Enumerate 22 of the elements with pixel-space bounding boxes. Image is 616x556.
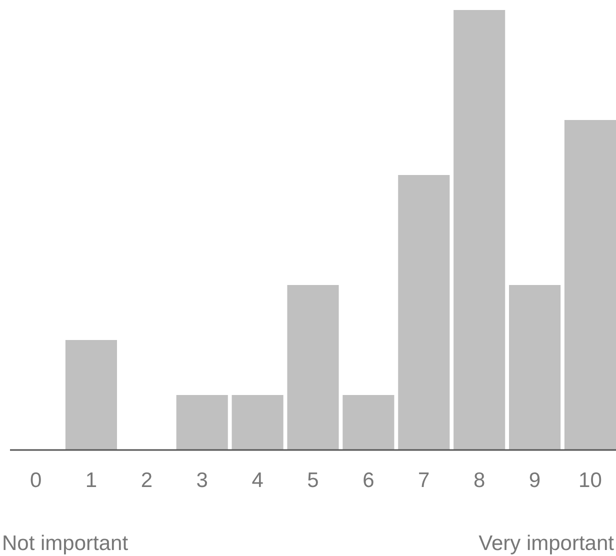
- bar: [287, 285, 339, 450]
- bar: [342, 395, 394, 450]
- bar: [176, 395, 228, 450]
- x-tick-label: 0: [30, 468, 42, 492]
- x-tick-label: 3: [196, 468, 208, 492]
- x-tick-label: 5: [307, 468, 319, 492]
- bar: [398, 175, 450, 450]
- text: Not important: [2, 532, 128, 555]
- x-tick-label: 8: [473, 468, 486, 492]
- x-tick-label: 4: [252, 468, 264, 492]
- bar: [65, 340, 118, 450]
- x-tick-label: 9: [528, 468, 541, 492]
- bar: [232, 395, 284, 450]
- x-tick-label: 7: [418, 468, 430, 492]
- bar: [564, 120, 616, 450]
- x-tick-label: 1: [85, 468, 98, 492]
- bar: [454, 10, 506, 450]
- x-tick-label: 2: [140, 468, 153, 492]
- bar: [508, 285, 561, 450]
- x-tick-label: 6: [362, 468, 374, 492]
- x-tick-label: 10: [578, 468, 602, 492]
- text: Very important: [478, 532, 614, 555]
